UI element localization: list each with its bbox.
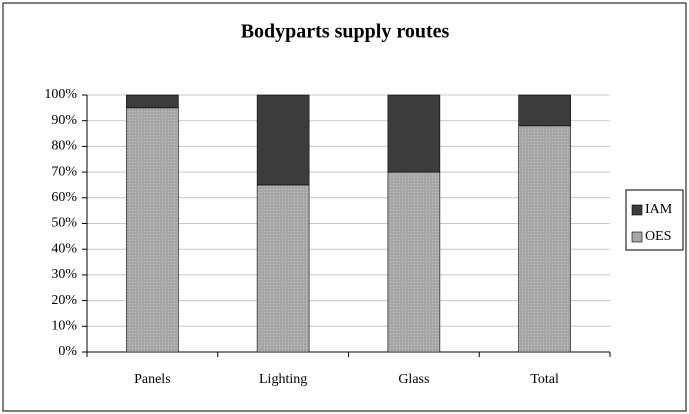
y-tick-label: 60%	[51, 190, 77, 205]
x-tick-label: Total	[530, 372, 559, 387]
y-tick-label: 10%	[51, 319, 77, 334]
y-tick-label: 100%	[44, 87, 77, 102]
x-tick-label: Glass	[398, 372, 429, 387]
y-tick-label: 80%	[51, 139, 77, 154]
legend-swatch	[631, 231, 643, 243]
y-tick-label: 50%	[51, 216, 77, 231]
y-tick-label: 70%	[51, 164, 77, 179]
y-tick-label: 30%	[51, 267, 77, 282]
bar	[387, 94, 441, 173]
bar	[518, 94, 571, 127]
y-tick-label: 0%	[58, 344, 77, 359]
y-tick-label: 20%	[51, 293, 77, 308]
x-tick-label: Panels	[134, 372, 171, 387]
y-tick-label: 40%	[51, 241, 77, 256]
bar-texture	[518, 125, 571, 352]
chart-title: Bodyparts supply routes	[241, 21, 450, 43]
bar-texture	[126, 107, 179, 352]
legend-swatch	[631, 204, 643, 216]
legend-label: OES	[645, 229, 671, 244]
x-tick-label: Lighting	[259, 372, 307, 387]
bar-texture	[257, 184, 310, 352]
bar	[126, 94, 179, 109]
bar	[256, 94, 310, 186]
legend-label: IAM	[645, 202, 673, 217]
bar-texture	[387, 172, 440, 352]
y-tick-label: 90%	[51, 113, 77, 128]
